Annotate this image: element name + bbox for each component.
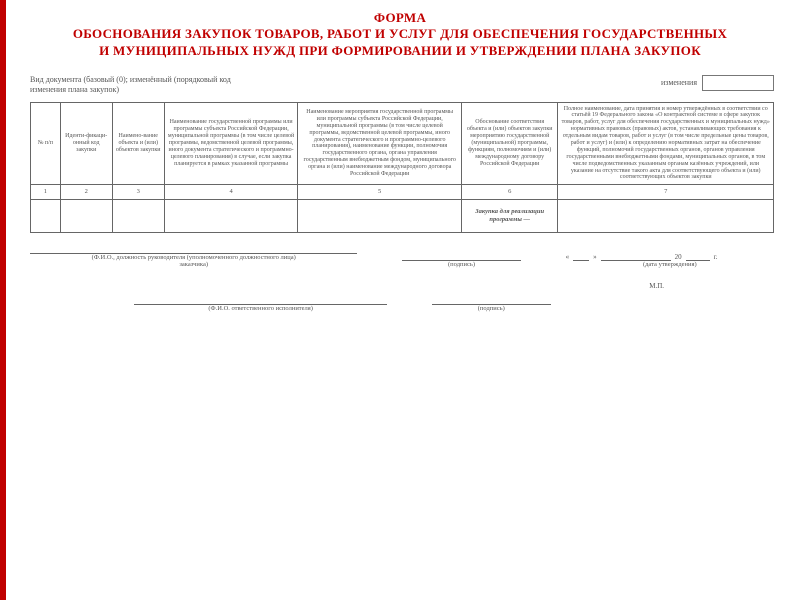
num-5: 5 [298,185,461,199]
cell-3[interactable] [112,199,164,232]
num-3: 3 [112,185,164,199]
cell-2[interactable] [60,199,112,232]
content-area: Вид документа (базовый (0); изменённый (… [0,65,800,312]
col-6-header: Обоснование соответствия объекта и (или)… [461,102,558,185]
accent-bar [0,0,6,600]
leader-sign-caption: (подпись) [402,261,521,268]
cell-6-note[interactable]: Закупка для реализации программы — [461,199,558,232]
cell-1[interactable] [31,199,61,232]
doc-type-label-1: Вид документа (базовый (0); изменённый (… [30,75,231,84]
title-line-1: ФОРМА [374,10,426,25]
leader-caption-1: (Ф.И.О., должность руководителя (уполном… [30,254,357,261]
num-7: 7 [558,185,774,199]
num-1: 1 [31,185,61,199]
col-5-header: Наименование мероприятия государственной… [298,102,461,185]
stamp-label: М.П. [30,282,774,290]
page-title: ФОРМА ОБОСНОВАНИЯ ЗАКУПОК ТОВАРОВ, РАБОТ… [0,0,800,65]
quote-close: » [593,253,597,261]
num-2: 2 [60,185,112,199]
meta-row: Вид документа (базовый (0); изменённый (… [30,75,774,96]
col-3-header: Наимено-вание объекта и (или) объектов з… [112,102,164,185]
date-group: « » 20 г. [566,250,774,261]
table-header-row: № п/п Иденти-фикаци-онный код закупки На… [31,102,774,185]
cell-4[interactable] [164,199,298,232]
date-day[interactable] [573,250,589,261]
cell-5[interactable] [298,199,461,232]
title-line-2: ОБОСНОВАНИЯ ЗАКУПОК ТОВАРОВ, РАБОТ И УСЛ… [73,26,727,41]
date-month[interactable] [601,250,671,261]
leader-sign-line[interactable] [402,250,521,261]
num-4: 4 [164,185,298,199]
leader-name-line[interactable] [30,243,357,254]
year-suffix: г. [714,253,718,261]
date-year[interactable] [686,250,710,261]
date-caption: (дата утверждения) [566,261,774,268]
title-line-3: И МУНИЦИПАЛЬНЫХ НУЖД ПРИ ФОРМИРОВАНИИ И … [99,43,701,58]
executor-sign-caption: (подпись) [432,305,551,312]
col-2-header: Иденти-фикаци-онный код закупки [60,102,112,185]
executor-caption: (Ф.И.О. ответственного исполнителя) [134,305,387,312]
leader-caption-1b: заказчика) [30,261,357,268]
num-6: 6 [461,185,558,199]
quote-open: « [566,253,570,261]
changes-input-box[interactable] [702,75,774,91]
year-prefix: 20 [675,253,682,261]
table-data-row: Закупка для реализации программы — [31,199,774,232]
executor-sign-line[interactable] [432,294,551,305]
justification-table: № п/п Иденти-фикаци-онный код закупки На… [30,102,774,233]
col-4-header: Наименование государственной программы и… [164,102,298,185]
changes-label: изменения [661,78,697,87]
executor-name-line[interactable] [134,294,387,305]
sig-line-2: (Ф.И.О. ответственного исполнителя) (под… [30,294,774,312]
col-7-header: Полное наименование, дата принятия и ном… [558,102,774,185]
sig-line-1: (Ф.И.О., должность руководителя (уполном… [30,243,774,268]
doc-type-label-2: изменения плана закупок) [30,85,119,94]
cell-7[interactable] [558,199,774,232]
table-number-row: 1 2 3 4 5 6 7 [31,185,774,199]
col-1-header: № п/п [31,102,61,185]
signature-block: (Ф.И.О., должность руководителя (уполном… [30,243,774,312]
changes-group: изменения [661,75,774,91]
